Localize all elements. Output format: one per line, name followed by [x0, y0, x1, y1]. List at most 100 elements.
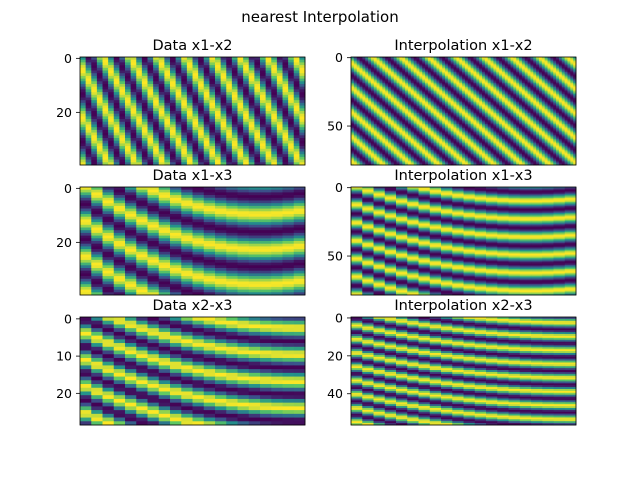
- heatmap-cell: [450, 95, 454, 97]
- heatmap-cell: [402, 77, 406, 80]
- heatmap-cell: [192, 57, 199, 61]
- heatmap-cell: [436, 87, 440, 89]
- heatmap-cell: [427, 91, 432, 93]
- heatmap-cell: [556, 82, 560, 85]
- heatmap-cell: [209, 62, 216, 66]
- heatmap-cell: [402, 103, 406, 106]
- heatmap-cell: [413, 66, 417, 69]
- heatmap-cell: [513, 57, 517, 59]
- heatmap-cell: [567, 62, 571, 65]
- heatmap-cell: [282, 59, 289, 63]
- heatmap-cell: [80, 89, 86, 93]
- heatmap-cell: [462, 91, 466, 93]
- heatmap-cell: [484, 89, 489, 92]
- figure-suptitle: nearest Interpolation: [241, 8, 398, 26]
- heatmap-cell: [353, 89, 358, 92]
- heatmap-cell: [102, 162, 109, 166]
- heatmap-cell: [243, 62, 250, 66]
- heatmap-cell: [558, 84, 563, 87]
- heatmap-cell: [382, 92, 386, 95]
- heatmap-cell: [226, 148, 233, 152]
- heatmap-cell: [410, 63, 415, 66]
- heatmap-cell: [164, 154, 171, 158]
- heatmap-cell: [570, 106, 574, 108]
- heatmap-cell: [550, 74, 554, 77]
- heatmap-cell: [482, 89, 486, 92]
- heatmap-cell: [430, 114, 434, 117]
- heatmap-cell: [439, 74, 443, 77]
- heatmap-cell: [271, 121, 278, 125]
- heatmap-cell: [493, 74, 497, 77]
- heatmap-cell: [570, 95, 574, 97]
- heatmap-cell: [544, 67, 548, 70]
- heatmap-cell: [544, 92, 548, 95]
- heatmap-cell: [356, 77, 360, 80]
- heatmap-cell: [396, 111, 400, 114]
- heatmap-cell: [370, 74, 375, 77]
- heatmap-cell: [80, 108, 86, 112]
- heatmap-cell: [271, 159, 278, 163]
- heatmap-cell: [439, 87, 443, 89]
- heatmap-cell: [402, 78, 406, 81]
- heatmap-cell: [356, 65, 360, 67]
- heatmap-cell: [353, 113, 358, 115]
- heatmap-cell: [85, 100, 92, 104]
- heatmap-cell: [433, 93, 437, 96]
- heatmap-cell: [136, 146, 143, 150]
- heatmap-cell: [102, 94, 109, 98]
- heatmap-cell: [541, 113, 546, 115]
- heatmap-cell: [396, 62, 400, 65]
- heatmap-cell: [231, 102, 238, 106]
- heatmap-cell: [373, 58, 377, 61]
- heatmap-cell: [91, 89, 98, 93]
- heatmap-cell: [456, 106, 460, 108]
- heatmap-cell: [462, 108, 466, 111]
- heatmap-cell: [353, 110, 358, 113]
- heatmap-cell: [353, 63, 358, 66]
- heatmap-cell: [484, 95, 489, 97]
- heatmap-cell: [462, 93, 466, 96]
- heatmap-cell: [276, 129, 283, 133]
- heatmap-cell: [248, 105, 255, 109]
- heatmap-cell: [433, 100, 437, 103]
- heatmap-cell: [479, 100, 483, 103]
- heatmap-cell: [570, 66, 574, 69]
- heatmap-cell: [544, 98, 548, 100]
- heatmap-cell: [544, 104, 548, 107]
- heatmap-cell: [379, 84, 383, 87]
- heatmap-cell: [433, 88, 437, 91]
- heatmap-cell: [410, 96, 415, 99]
- heatmap-cell: [276, 108, 283, 112]
- heatmap-cell: [231, 67, 238, 71]
- heatmap-cell: [170, 129, 176, 133]
- heatmap-cell: [231, 65, 238, 69]
- heatmap-cell: [376, 78, 380, 81]
- heatmap-cell: [385, 66, 389, 69]
- heatmap-cell: [237, 121, 244, 125]
- heatmap-cell: [544, 93, 548, 96]
- heatmap-cell: [476, 58, 480, 61]
- heatmap-cell: [436, 85, 440, 88]
- heatmap-cell: [544, 91, 548, 93]
- heatmap-cell: [484, 66, 489, 69]
- heatmap-cell: [504, 73, 508, 76]
- heatmap-cell: [538, 114, 543, 117]
- heatmap-cell: [220, 119, 227, 123]
- heatmap-cell: [299, 124, 306, 128]
- heatmap-cell: [433, 111, 437, 114]
- heatmap-cell: [407, 84, 412, 87]
- heatmap-cell: [141, 67, 148, 71]
- heatmap-cell: [516, 62, 520, 65]
- heatmap-cell: [351, 80, 355, 82]
- heatmap-cell: [368, 96, 372, 99]
- heatmap-cell: [504, 69, 508, 72]
- heatmap-cell: [373, 100, 377, 103]
- heatmap-cell: [570, 107, 574, 110]
- heatmap-cell: [376, 102, 380, 104]
- heatmap-cell: [493, 84, 497, 87]
- heatmap-cell: [226, 116, 233, 120]
- heatmap-cell: [153, 65, 160, 69]
- heatmap-cell: [248, 119, 255, 123]
- heatmap-cell: [413, 92, 417, 95]
